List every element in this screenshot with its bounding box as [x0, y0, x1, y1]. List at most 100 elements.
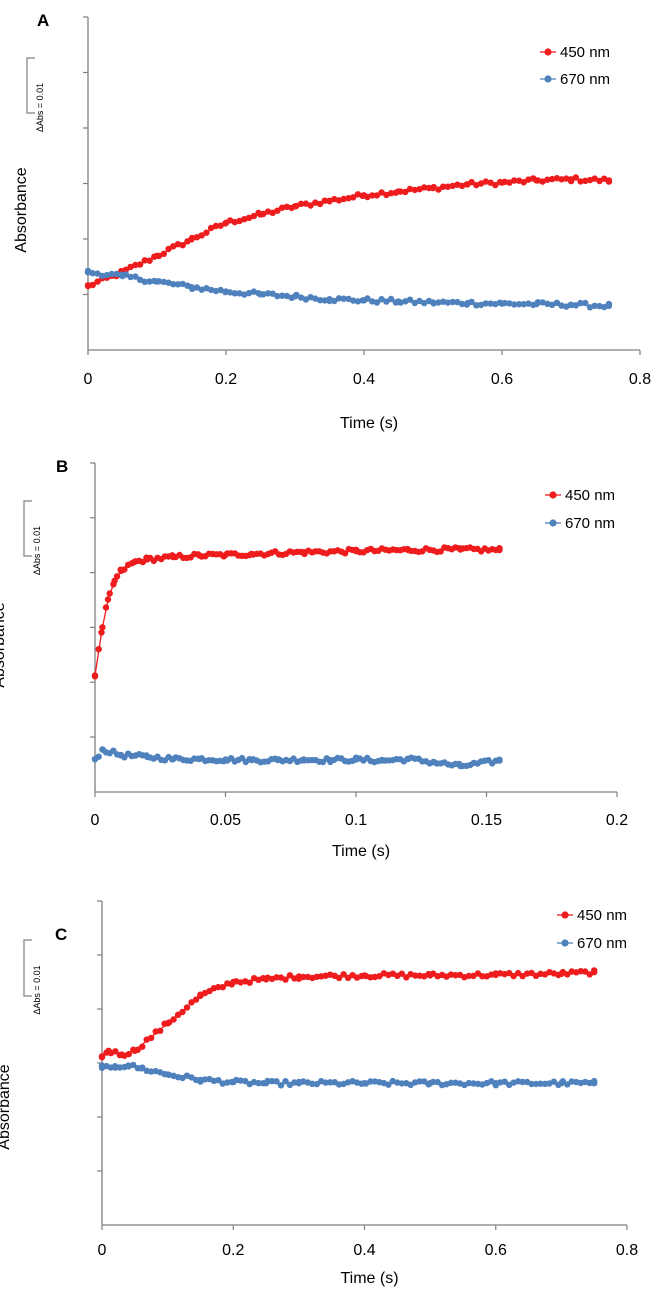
- data-point: [231, 290, 238, 297]
- x-axis-title: Time (s): [340, 1270, 398, 1287]
- scale-bar: [23, 939, 32, 997]
- series-450-nm: [98, 967, 598, 1061]
- data-point: [373, 299, 381, 306]
- data-point: [591, 302, 598, 309]
- series-670-nm: [98, 1061, 598, 1089]
- data-point: [582, 177, 589, 184]
- series-670-nm: [91, 746, 503, 770]
- data-point: [139, 1043, 146, 1050]
- data-point: [458, 182, 466, 189]
- data-point: [141, 257, 148, 264]
- data-point: [274, 292, 281, 300]
- data-point: [179, 242, 186, 249]
- data-point: [434, 1078, 441, 1086]
- data-point: [378, 296, 385, 303]
- data-point: [429, 184, 437, 192]
- data-point: [528, 1080, 535, 1088]
- data-point: [352, 756, 360, 763]
- legend-label: 450 nm: [565, 487, 615, 504]
- data-point: [340, 971, 347, 978]
- data-point: [196, 755, 203, 763]
- data-point: [373, 192, 381, 199]
- data-point: [222, 551, 229, 559]
- data-point: [537, 1080, 544, 1087]
- data-point: [492, 1080, 499, 1087]
- data-point: [487, 300, 494, 307]
- data-point: [165, 245, 172, 253]
- data-point: [277, 1082, 285, 1089]
- data-point: [591, 1080, 598, 1087]
- data-point: [482, 178, 489, 185]
- data-point: [473, 302, 480, 309]
- data-point: [98, 1053, 106, 1060]
- data-point: [539, 299, 546, 306]
- legend-item: 670 nm: [540, 71, 610, 88]
- data-point: [335, 295, 343, 302]
- data-point: [398, 970, 405, 977]
- data-point: [487, 179, 494, 186]
- data-point: [248, 756, 255, 764]
- panel-label: A: [37, 11, 49, 30]
- data-point: [84, 282, 92, 290]
- data-point: [473, 181, 480, 189]
- data-point: [212, 222, 220, 230]
- data-point: [539, 178, 546, 185]
- data-point: [102, 604, 110, 611]
- data-point: [567, 301, 575, 308]
- data-point: [295, 1080, 303, 1087]
- data-point: [103, 271, 111, 279]
- data-point: [532, 1080, 540, 1088]
- data-point: [335, 974, 343, 982]
- data-point: [458, 300, 466, 308]
- data-point: [98, 1064, 106, 1072]
- data-point: [482, 300, 489, 307]
- data-point: [264, 290, 272, 297]
- data-point: [395, 188, 402, 195]
- data-point: [548, 301, 556, 308]
- data-point: [340, 295, 347, 302]
- data-point: [577, 178, 584, 185]
- data-point: [127, 263, 134, 271]
- data-point: [412, 972, 419, 979]
- data-point: [130, 1061, 137, 1069]
- data-point: [533, 300, 540, 308]
- data-point: [94, 270, 101, 277]
- data-point: [421, 184, 428, 191]
- data-point: [257, 211, 264, 218]
- data-point: [558, 176, 565, 183]
- data-point: [236, 217, 243, 225]
- data-point: [274, 756, 281, 764]
- data-point: [307, 202, 314, 209]
- data-point: [248, 550, 255, 558]
- scale-bar: [23, 500, 32, 557]
- data-point: [605, 302, 613, 309]
- data-point: [295, 973, 303, 980]
- data-point: [141, 278, 148, 285]
- data-point: [464, 299, 471, 307]
- data-point: [144, 556, 151, 563]
- data-point: [498, 179, 506, 186]
- data-point: [117, 751, 125, 759]
- data-point: [519, 1078, 526, 1086]
- data-point: [282, 1078, 289, 1085]
- data-point: [312, 295, 319, 302]
- data-point: [327, 1079, 334, 1086]
- data-point: [341, 550, 349, 557]
- data-point: [104, 596, 112, 603]
- data-point: [230, 978, 237, 986]
- data-point: [605, 177, 613, 184]
- data-point: [183, 1004, 191, 1011]
- legend-label: 450 nm: [577, 907, 627, 924]
- fit-line: [94, 548, 500, 676]
- data-point: [411, 186, 418, 194]
- data-point: [385, 1081, 392, 1088]
- data-point: [291, 293, 299, 300]
- data-point: [188, 283, 195, 291]
- data-point: [131, 1047, 138, 1055]
- data-point: [354, 298, 362, 305]
- data-point: [444, 183, 452, 190]
- x-tick-label: 0: [84, 371, 93, 388]
- data-point: [297, 294, 305, 301]
- data-point: [245, 214, 253, 221]
